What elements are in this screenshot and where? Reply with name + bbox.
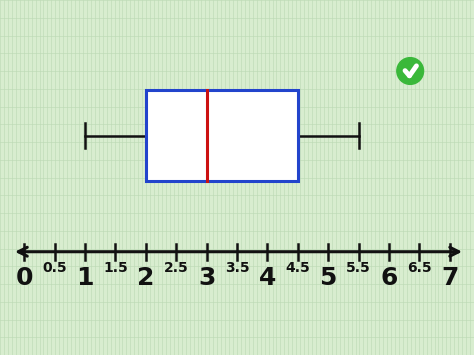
Text: 5: 5 [319, 266, 337, 290]
Text: 0: 0 [16, 266, 33, 290]
Text: 6: 6 [380, 266, 398, 290]
Text: 5.5: 5.5 [346, 261, 371, 275]
Text: 2.5: 2.5 [164, 261, 189, 275]
Text: 1: 1 [76, 266, 94, 290]
Text: 3.5: 3.5 [225, 261, 249, 275]
Text: 4: 4 [259, 266, 276, 290]
Text: 1.5: 1.5 [103, 261, 128, 275]
Text: 7: 7 [441, 266, 458, 290]
Ellipse shape [397, 58, 424, 84]
Text: 0.5: 0.5 [42, 261, 67, 275]
Text: 4.5: 4.5 [285, 261, 310, 275]
Text: 2: 2 [137, 266, 155, 290]
Text: 6.5: 6.5 [407, 261, 432, 275]
Text: 3: 3 [198, 266, 215, 290]
Bar [146, 91, 298, 181]
